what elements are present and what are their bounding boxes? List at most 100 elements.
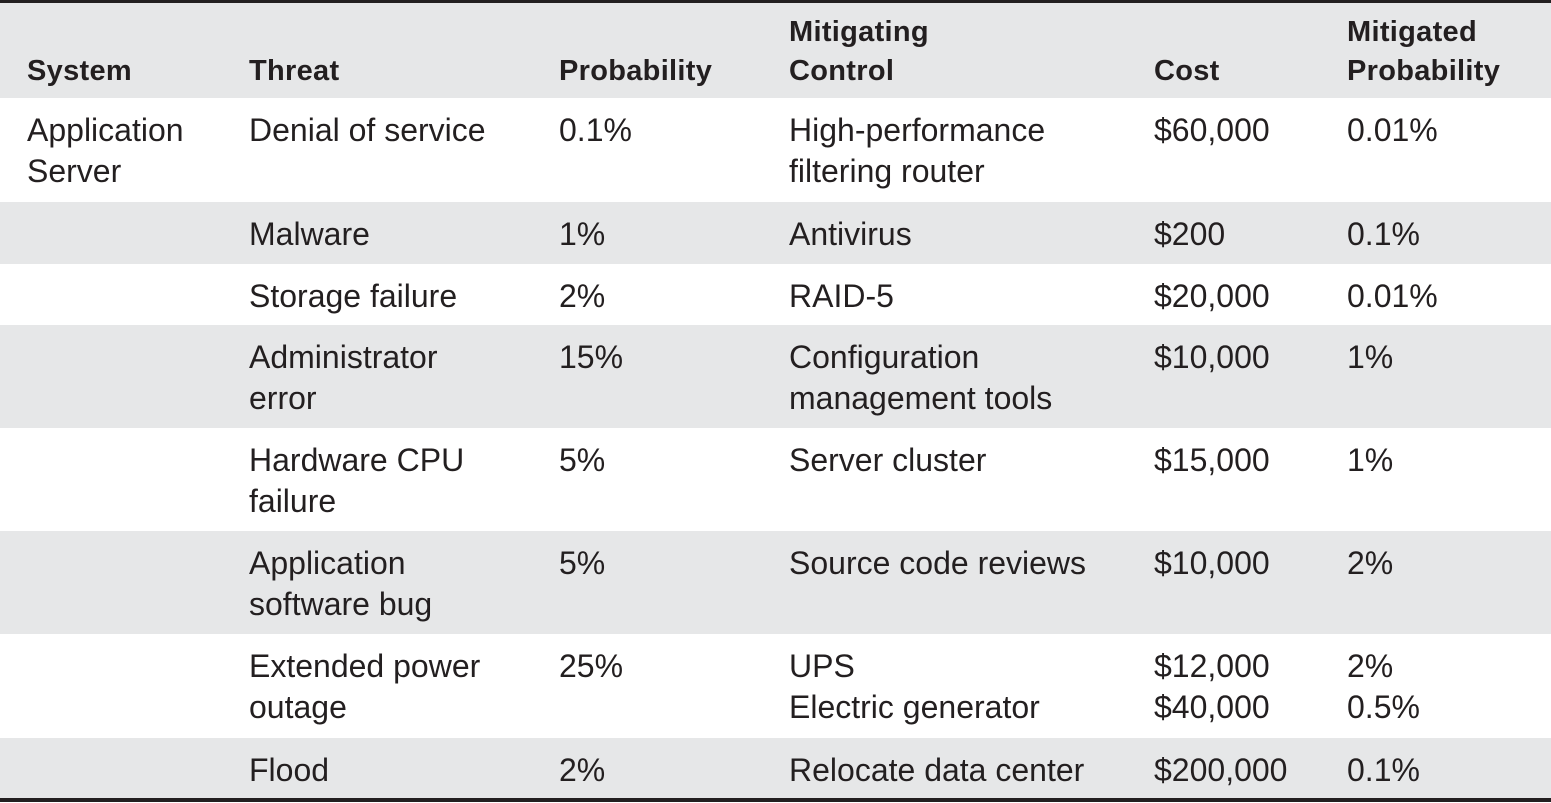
cell-control: Relocate data center xyxy=(789,750,1084,791)
cell-mitigated: 1% xyxy=(1347,337,1393,378)
cell-threat: Hardware CPU failure xyxy=(249,440,464,522)
cell-threat-line: software bug xyxy=(249,586,433,622)
cell-mitigated-line: 0.01% xyxy=(1347,278,1438,314)
cell-mitigated-line: 1% xyxy=(1347,339,1394,375)
cell-control-line: Relocate data center xyxy=(789,752,1085,788)
header-mitigating-control-line: Control xyxy=(789,55,895,87)
cell-control-line: High-performance xyxy=(789,112,1046,148)
cell-threat: Administrator error xyxy=(249,337,438,419)
cell-system-line: Server xyxy=(27,153,122,189)
cell-control: RAID-5 xyxy=(789,276,894,317)
cell-cost-line: $40,000 xyxy=(1154,689,1270,725)
cell-control: Configuration management tools xyxy=(789,337,1052,419)
table-row: Flood 2% Relocate data center $200,000 0.1% xyxy=(0,738,1551,798)
cell-cost-line: $15,000 xyxy=(1154,442,1270,478)
table-row: Storage failure 2% RAID-5 $20,000 0.01% xyxy=(0,264,1551,325)
cell-probability: 5% xyxy=(559,545,606,581)
cell-threat-line: outage xyxy=(249,689,347,725)
cell-mitigated-line: 2% xyxy=(1347,648,1394,684)
cell-mitigated: 0.01% xyxy=(1347,110,1438,151)
cell-threat-line: Storage failure xyxy=(249,278,458,314)
cell-threat: Malware xyxy=(249,214,370,255)
cell-threat-line: Administrator xyxy=(249,339,438,375)
cell-mitigated: 0.1% xyxy=(1347,214,1420,255)
header-threat: Threat xyxy=(249,55,340,87)
table-header: System Threat Probability Mitigating Con… xyxy=(0,3,1551,98)
cell-control-line: management tools xyxy=(789,380,1053,416)
cell-control: High-performance filtering router xyxy=(789,110,1045,192)
cell-threat: Flood xyxy=(249,750,329,791)
cell-mitigated-line: 0.5% xyxy=(1347,689,1420,725)
cell-probability: 25% xyxy=(559,648,624,684)
cell-mitigated: 2% xyxy=(1347,543,1393,584)
cell-cost: $10,000 xyxy=(1154,337,1270,378)
cell-cost-line: $60,000 xyxy=(1154,112,1270,148)
cell-mitigated: 1% xyxy=(1347,440,1393,481)
table-row: Application Server Denial of service 0.1% Hi… xyxy=(0,98,1551,202)
table-bottom-rule xyxy=(0,798,1551,802)
cell-cost: $15,000 xyxy=(1154,440,1270,481)
cell-cost: $10,000 xyxy=(1154,543,1270,584)
cell-control-line: Server cluster xyxy=(789,442,987,478)
table-row: Application software bug 5% Source code rev… xyxy=(0,531,1551,634)
cell-control: UPS Electric generator xyxy=(789,646,1040,728)
cell-system: Application Server xyxy=(27,110,184,192)
cell-probability: 1% xyxy=(559,216,606,252)
cell-control: Source code reviews xyxy=(789,543,1086,584)
cell-cost-line: $20,000 xyxy=(1154,278,1270,314)
cell-cost-line: $200,000 xyxy=(1154,752,1288,788)
cell-threat: Denial of service xyxy=(249,110,486,151)
cell-cost-line: $10,000 xyxy=(1154,545,1270,581)
header-mitigating-control: Mitigating Control xyxy=(789,13,929,91)
header-system: System xyxy=(27,55,132,87)
header-mitigated-probability: Mitigated Probability xyxy=(1347,13,1500,91)
cell-control-line: filtering router xyxy=(789,153,985,189)
cell-cost: $12,000 $40,000 xyxy=(1154,646,1270,728)
cell-mitigated-line: 1% xyxy=(1347,442,1394,478)
cell-threat-line: Denial of service xyxy=(249,112,486,148)
table-row: Hardware CPU failure 5% Server cluster $15,0… xyxy=(0,428,1551,531)
cell-cost: $20,000 xyxy=(1154,276,1270,317)
cell-threat: Extended power outage xyxy=(249,646,480,728)
cell-threat-line: error xyxy=(249,380,317,416)
cell-mitigated: 0.1% xyxy=(1347,750,1420,791)
cell-mitigated-line: 2% xyxy=(1347,545,1394,581)
cell-probability: 2% xyxy=(559,752,606,788)
cell-mitigated: 2% 0.5% xyxy=(1347,646,1420,728)
cell-control-line: Configuration xyxy=(789,339,980,375)
cell-control-line: UPS xyxy=(789,648,855,684)
cell-probability: 0.1% xyxy=(559,112,632,148)
cell-control: Server cluster xyxy=(789,440,986,481)
cell-cost: $200,000 xyxy=(1154,750,1287,791)
cell-threat-line: failure xyxy=(249,483,337,519)
cell-cost-line: $12,000 xyxy=(1154,648,1270,684)
cell-mitigated-line: 0.1% xyxy=(1347,216,1420,252)
cell-mitigated-line: 0.1% xyxy=(1347,752,1420,788)
header-mitigated-probability-line: Probability xyxy=(1347,55,1501,87)
header-probability: Probability xyxy=(559,55,713,87)
cell-control: Antivirus xyxy=(789,214,912,255)
cell-control-line: Antivirus xyxy=(789,216,912,252)
cell-control-line: Electric generator xyxy=(789,689,1040,725)
cell-threat: Application software bug xyxy=(249,543,432,625)
cell-threat: Storage failure xyxy=(249,276,457,317)
cell-threat-line: Malware xyxy=(249,216,370,252)
table-top-rule xyxy=(0,0,1551,3)
table-row: Malware 1% Antivirus $200 0.1% xyxy=(0,202,1551,264)
cell-cost-line: $200 xyxy=(1154,216,1226,252)
cell-probability: 2% xyxy=(559,278,606,314)
cell-cost: $200 xyxy=(1154,214,1225,255)
cell-threat-line: Extended power xyxy=(249,648,481,684)
table-row: Administrator error 15% Configuration manage… xyxy=(0,325,1551,428)
cell-control-line: RAID-5 xyxy=(789,278,894,314)
cell-threat-line: Flood xyxy=(249,752,330,788)
cell-threat-line: Application xyxy=(249,545,406,581)
header-mitigating-control-line: Mitigating xyxy=(789,16,929,48)
cell-cost-line: $10,000 xyxy=(1154,339,1270,375)
cell-probability: 5% xyxy=(559,442,606,478)
cell-threat-line: Hardware CPU xyxy=(249,442,465,478)
table-row: Extended power outage 25% UPS Electric gener… xyxy=(0,634,1551,738)
cell-control-line: Source code reviews xyxy=(789,545,1087,581)
cell-cost: $60,000 xyxy=(1154,110,1270,151)
cell-mitigated: 0.01% xyxy=(1347,276,1438,317)
